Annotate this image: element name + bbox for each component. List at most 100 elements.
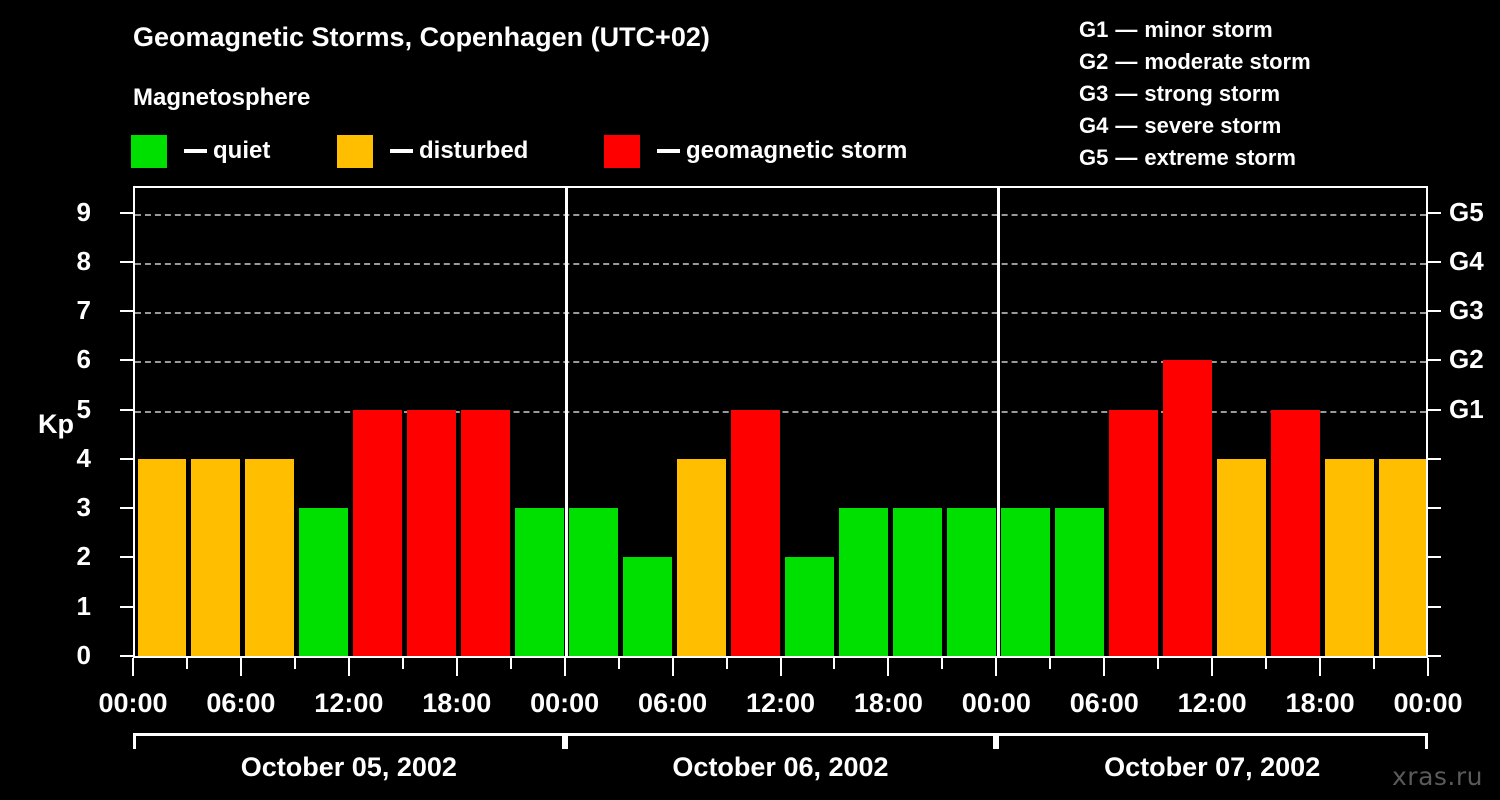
em-dash-icon: — (1115, 113, 1138, 138)
bar (137, 458, 187, 656)
bar (1378, 458, 1426, 656)
plot-area (133, 186, 1428, 658)
g-legend-row-g1: G1— minor storm (1079, 14, 1311, 46)
watermark: xras.ru (1392, 762, 1483, 791)
legend-entry-disturbed: disturbed (337, 131, 528, 171)
y-tick-label-9: 9 (76, 196, 91, 227)
g-legend-row-g5: G5— extreme storm (1079, 142, 1311, 174)
x-tick-mark (455, 658, 458, 676)
legend-label: disturbed (419, 137, 529, 164)
bar-series (135, 188, 1426, 656)
y-tick-mark-2 (120, 556, 133, 559)
x-tick-mark (1265, 658, 1268, 669)
right-tick-mark-kp-8 (1428, 260, 1441, 263)
x-tick-label: 12:00 (1177, 688, 1247, 718)
bar (838, 508, 888, 656)
y-tick-mark-3 (120, 507, 133, 510)
em-dash-icon: — (1115, 81, 1138, 106)
page-title: Geomagnetic Storms, Copenhagen (UTC+02) (133, 22, 710, 52)
y-tick-label-2: 2 (76, 541, 91, 572)
y-tick-label-1: 1 (76, 590, 91, 621)
bar (353, 409, 403, 656)
x-tick-mark (509, 658, 512, 669)
legend-dash-icon (184, 149, 207, 153)
bar (731, 409, 780, 656)
x-tick-label: 00:00 (98, 688, 168, 718)
y-tick-mark-0 (120, 655, 133, 657)
g-tick-label-g1: G1 (1449, 393, 1484, 424)
g-scale-legend: G1— minor storm G2— moderate storm G3— strong… (1079, 14, 1311, 174)
g-tick-label-g3: G3 (1449, 295, 1484, 326)
g-legend-row-g3: G3— strong storm (1079, 78, 1311, 110)
x-tick-mark (347, 658, 350, 676)
bar (245, 458, 295, 656)
bar (461, 409, 511, 656)
y-tick-label-6: 6 (76, 344, 91, 375)
x-tick-mark (401, 658, 404, 669)
y-tick-label-0: 0 (76, 640, 91, 670)
x-tick-label: 06:00 (1069, 688, 1139, 718)
legend-entry-quiet: quiet (131, 131, 270, 171)
y-tick-label-5: 5 (76, 393, 91, 424)
gridline-kp-8 (135, 262, 1426, 265)
right-tick-mark-kp-6 (1428, 359, 1441, 362)
y-tick-label-4: 4 (76, 442, 91, 473)
x-tick-mark (779, 658, 782, 676)
bar (407, 409, 457, 656)
x-tick-mark (995, 658, 998, 676)
gridline-kp-9 (135, 213, 1426, 216)
gridline-kp-5 (135, 410, 1426, 413)
x-tick-label: 06:00 (638, 688, 708, 718)
g-legend-row-g4: G4— severe storm (1079, 110, 1311, 142)
bar (1216, 458, 1266, 656)
g-legend-text: minor storm (1144, 17, 1273, 42)
g-tick-label-g2: G2 (1449, 344, 1484, 375)
bar (623, 557, 673, 656)
gridline-kp-6 (135, 361, 1426, 364)
y-tick-mark-7 (120, 310, 133, 313)
bar (515, 508, 565, 656)
day-label: October 07, 2002 (1104, 752, 1321, 782)
x-tick-mark (1103, 658, 1106, 676)
bar (1108, 409, 1158, 656)
bar (1054, 508, 1104, 656)
g-legend-code: G2 (1079, 49, 1109, 74)
em-dash-icon: — (1115, 49, 1138, 74)
right-tick-mark-kp-1 (1428, 605, 1441, 608)
gridline-kp-7 (135, 312, 1426, 315)
day-label: October 05, 2002 (240, 752, 457, 782)
bar (946, 508, 996, 656)
g-legend-text: extreme storm (1144, 145, 1296, 170)
g-tick-label-g4: G4 (1449, 245, 1484, 276)
bar (191, 458, 241, 656)
x-tick-mark (617, 658, 620, 669)
g-legend-text: moderate storm (1144, 49, 1311, 74)
right-tick-mark-kp-0 (1428, 655, 1441, 657)
legend-swatch-disturbed (337, 134, 373, 168)
y-tick-label-8: 8 (76, 245, 91, 276)
x-tick-mark (1319, 658, 1322, 676)
x-tick-label: 18:00 (422, 688, 492, 718)
bar (677, 458, 727, 656)
y-tick-mark-5 (120, 408, 133, 411)
legend-label: quiet (213, 137, 271, 164)
g-legend-code: G4 (1079, 113, 1109, 138)
x-tick-mark (1211, 658, 1214, 676)
bar (569, 508, 619, 656)
chart-subtitle: Magnetosphere (133, 84, 311, 111)
day-label: October 06, 2002 (672, 752, 889, 782)
x-tick-label: 06:00 (206, 688, 276, 718)
right-tick-mark-kp-9 (1428, 211, 1441, 214)
bar (1270, 409, 1320, 656)
y-tick-mark-6 (120, 359, 133, 362)
legend-entry-geomagnetic-storm: geomagnetic storm (604, 131, 907, 171)
bar (299, 508, 349, 656)
y-tick-mark-1 (120, 605, 133, 608)
x-tick-mark (725, 658, 728, 669)
x-tick-mark (1157, 658, 1160, 669)
right-tick-mark-kp-5 (1428, 408, 1441, 411)
x-tick-mark (293, 658, 296, 669)
bar (892, 508, 942, 656)
x-tick-mark (1049, 658, 1052, 669)
